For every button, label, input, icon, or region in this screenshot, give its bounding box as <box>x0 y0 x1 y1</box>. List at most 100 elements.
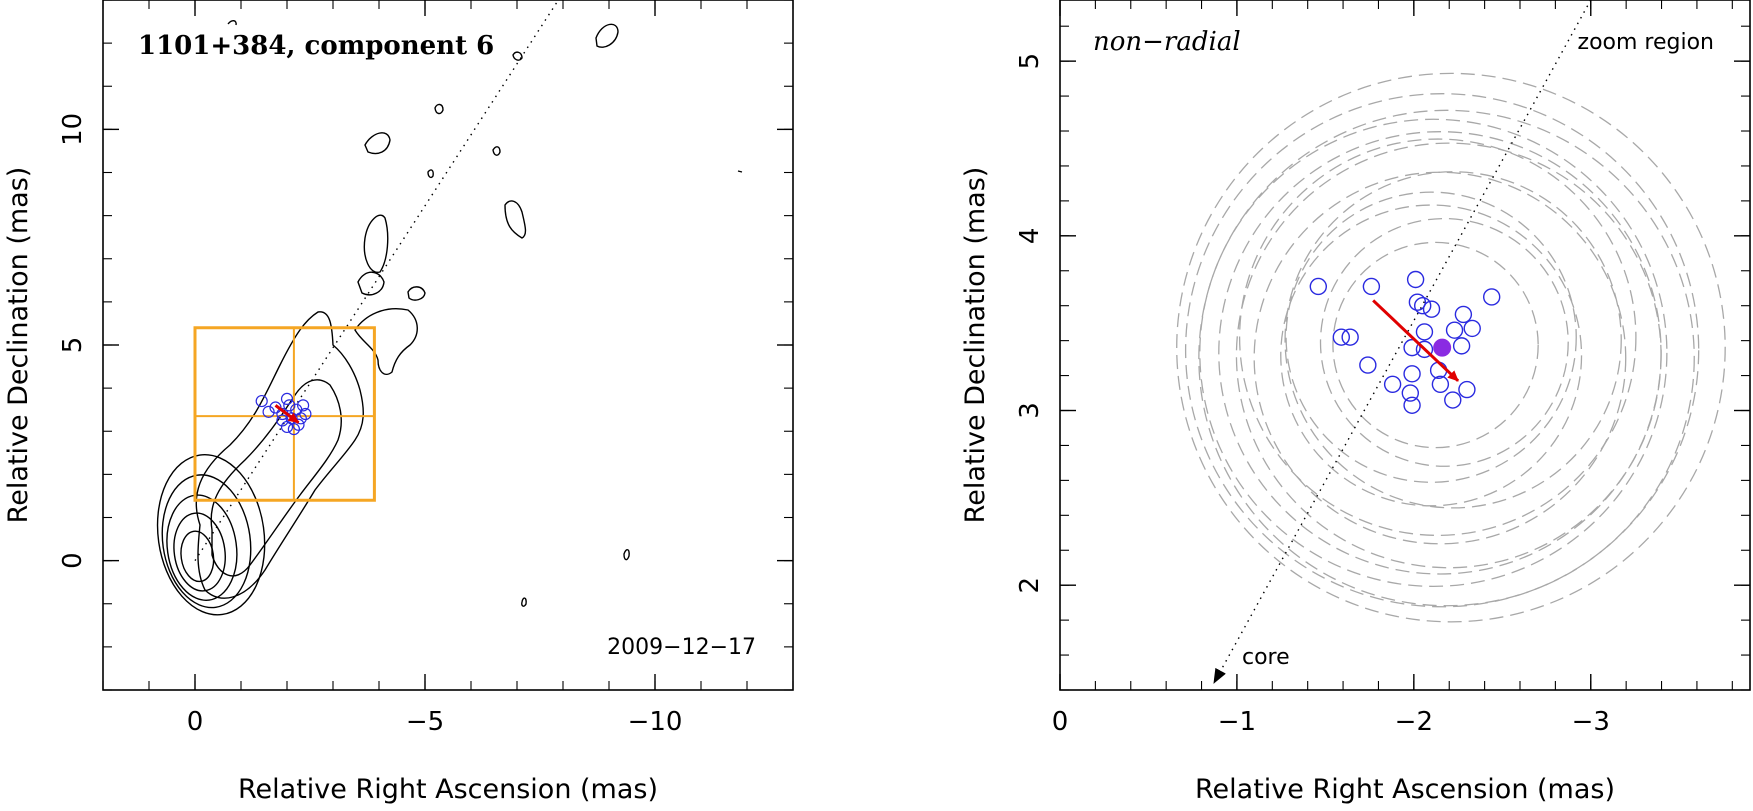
position-marker <box>1362 277 1381 296</box>
position-marker <box>1452 337 1471 355</box>
y-tick-label: 5 <box>58 337 88 354</box>
jet-axis-line <box>1213 0 1592 684</box>
position-marker <box>1408 293 1427 311</box>
jet-contour <box>407 286 426 301</box>
y-tick-label: 5 <box>1015 53 1045 70</box>
uncertainty-circle <box>1332 241 1539 449</box>
core-contour <box>173 512 226 592</box>
jet-contour <box>512 51 523 61</box>
x-tick-label: −1 <box>1218 707 1256 737</box>
position-marker <box>280 420 294 434</box>
jet-contour <box>521 597 527 607</box>
epoch-date: 2009−12−17 <box>607 635 756 660</box>
right-y-axis-label: Relative Declination (mas) <box>960 167 991 524</box>
x-tick-label: 0 <box>1052 707 1069 737</box>
right-tick-labels: 0 −1 −2 −3 2 3 4 5 <box>1015 53 1610 737</box>
left-plot-content <box>156 0 743 616</box>
uncertainty-circle <box>1199 118 1668 588</box>
uncertainty-circle <box>1285 191 1577 483</box>
position-marker <box>262 405 275 418</box>
jet-contour <box>595 23 619 48</box>
jet-contour <box>504 200 527 239</box>
right-axis-ticks <box>1059 0 1750 691</box>
position-marker <box>1444 391 1462 409</box>
jet-contour <box>737 170 743 173</box>
core-contour <box>166 494 238 601</box>
right-panel-title: non−radial <box>1093 27 1241 57</box>
component-positions <box>255 392 312 436</box>
uncertainty-circle <box>1198 109 1695 607</box>
position-marker <box>1383 375 1402 394</box>
jet-contour <box>195 311 364 599</box>
jet-contour <box>210 379 342 577</box>
position-marker <box>1482 288 1501 306</box>
position-marker <box>287 422 300 436</box>
left-plot-frame <box>102 0 794 691</box>
position-marker <box>1458 380 1476 399</box>
mean-position <box>1433 338 1452 357</box>
component-positions <box>1309 270 1501 414</box>
position-marker <box>1401 384 1420 402</box>
jet-contour <box>492 146 501 156</box>
position-marker <box>1445 321 1464 339</box>
position-marker <box>1431 375 1450 394</box>
right-plot-frame <box>1059 0 1751 691</box>
jet-contour <box>623 549 630 561</box>
uncertainty-circle <box>1176 72 1726 623</box>
position-marker <box>1415 340 1434 359</box>
jet-contour <box>427 169 434 179</box>
position-marker <box>1403 365 1421 383</box>
position-marker <box>255 394 268 408</box>
left-y-axis-label: Relative Declination (mas) <box>3 167 34 524</box>
position-marker <box>1309 277 1328 296</box>
jet-axis <box>1213 0 1592 684</box>
right-plot-content <box>1176 0 1726 684</box>
uncertainty-circle <box>1253 171 1627 545</box>
core-label: core <box>1242 645 1290 670</box>
position-marker <box>1413 296 1432 315</box>
uncertainty-circles <box>1176 72 1726 623</box>
uncertainty-circle <box>1218 131 1662 575</box>
jet-contour <box>357 271 385 296</box>
position-marker <box>1415 323 1434 341</box>
motion-arrow <box>274 404 300 424</box>
jet-contour <box>354 308 418 376</box>
uncertainty-circle <box>1319 217 1569 467</box>
x-tick-label: −2 <box>1395 707 1433 737</box>
x-tick-label: −10 <box>628 707 683 737</box>
zoom-box-frame <box>193 326 376 502</box>
position-marker <box>1332 328 1351 346</box>
core-contours <box>156 453 266 616</box>
position-marker <box>1359 356 1377 374</box>
left-panel-title: 1101+384, component 6 <box>138 31 494 61</box>
uncertainty-circle <box>1280 204 1583 507</box>
core-contour <box>180 530 215 583</box>
y-tick-label: 0 <box>58 552 88 569</box>
uncertainty-circle <box>1284 171 1622 509</box>
jet-contour <box>227 20 237 26</box>
y-tick-label: 4 <box>1015 228 1045 245</box>
position-marker <box>269 401 282 414</box>
core-contour <box>161 474 252 609</box>
position-marker <box>1403 396 1421 414</box>
motion-vector <box>1372 299 1460 382</box>
x-tick-label: −3 <box>1572 707 1610 737</box>
x-tick-label: −5 <box>406 707 444 737</box>
position-marker <box>297 399 310 412</box>
y-tick-label: 10 <box>58 113 88 146</box>
left-tick-labels: 0 −5 −10 0 5 10 <box>58 113 682 737</box>
position-marker <box>1463 319 1481 338</box>
position-marker <box>1422 300 1441 318</box>
jet-axis <box>194 0 559 562</box>
x-tick-label: 0 <box>187 707 204 737</box>
jet-contour <box>364 132 391 155</box>
position-marker <box>1341 328 1359 346</box>
jet-contour <box>434 103 444 115</box>
left-panel: 0 −5 −10 0 5 10 1101+384, component 6 2009−12… <box>3 0 794 805</box>
y-tick-label: 2 <box>1015 577 1045 594</box>
jet-contour <box>363 214 389 273</box>
position-marker <box>299 407 312 421</box>
position-marker <box>1454 305 1473 324</box>
zoom-region-label: zoom region <box>1578 30 1714 55</box>
